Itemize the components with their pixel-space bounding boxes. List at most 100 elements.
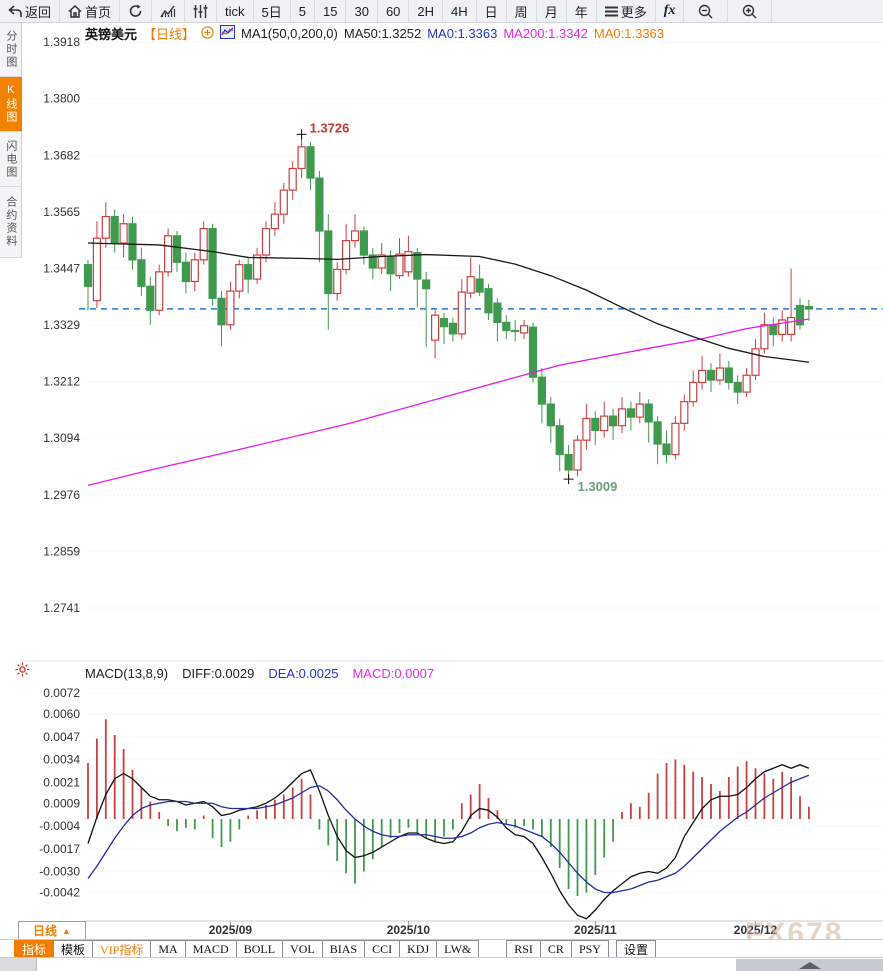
dea-value: DEA:0.0025	[268, 666, 339, 681]
expand-arrow-icon	[798, 961, 821, 969]
macd-panel	[87, 719, 810, 920]
candle	[333, 268, 342, 295]
macd-axis-label: 0.0009	[43, 796, 80, 810]
tab-PSY[interactable]: PSY	[570, 940, 609, 958]
toolbar-spacer	[772, 0, 883, 22]
period-button-2H[interactable]: 2H	[409, 0, 444, 22]
period-button-月[interactable]: 月	[537, 0, 567, 22]
date-axis-label: 2025/10	[387, 923, 431, 937]
period-button-60[interactable]: 60	[378, 0, 410, 22]
candle	[181, 261, 190, 283]
candle	[377, 254, 386, 269]
candle	[626, 408, 636, 418]
price-axis-label: 1.2976	[43, 488, 80, 502]
back-label: 返回	[25, 4, 52, 20]
date-axis-label: 2025/12	[734, 923, 778, 937]
candle	[235, 264, 244, 292]
macd-axis-label: 0.0047	[43, 730, 80, 744]
sidebar-item-合约资料[interactable]: 合约资料	[0, 187, 22, 258]
sidebar-item-K线图[interactable]: K线图	[0, 77, 22, 132]
candle	[253, 254, 262, 280]
tab-模板[interactable]: 模板	[53, 940, 94, 958]
period-button-15[interactable]: 15	[315, 0, 347, 22]
candle	[546, 403, 555, 427]
price-axis-label: 1.2741	[43, 601, 80, 615]
macd-panel-header: MACD(13,8,9) DIFF:0.0029 DEA:0.0025 MACD…	[85, 666, 434, 681]
candle	[751, 348, 760, 376]
tab-BOLL[interactable]: BOLL	[235, 940, 284, 958]
price-axis-label: 1.3800	[43, 92, 80, 106]
candle	[110, 215, 119, 244]
tab-CR[interactable]: CR	[539, 940, 572, 958]
indicator-settings-icon[interactable]	[15, 662, 30, 682]
candle	[350, 230, 360, 242]
candle	[662, 443, 671, 456]
line-chart-button[interactable]	[152, 0, 186, 22]
tab-MA[interactable]: MA	[150, 940, 186, 958]
macd-axis-label: 0.0034	[43, 753, 80, 767]
period-button-5[interactable]: 5	[291, 0, 315, 22]
candle	[261, 227, 271, 256]
candle	[128, 223, 137, 261]
candle	[635, 403, 644, 418]
tab-LW&[interactable]: LW&	[436, 940, 480, 958]
ma200-line	[87, 318, 809, 487]
tab-设置[interactable]: 设置	[615, 940, 656, 958]
tab-BIAS[interactable]: BIAS	[321, 940, 366, 958]
price-axis-label: 1.2859	[43, 544, 80, 558]
macd-axis-label: 0.0072	[43, 686, 80, 700]
candle	[457, 291, 466, 335]
zoom-out-button[interactable]	[684, 0, 729, 22]
tick-period-button[interactable]: tick	[217, 0, 254, 22]
candle	[92, 237, 102, 302]
price-axis-label: 1.3565	[43, 205, 80, 219]
period-button-日[interactable]: 日	[477, 0, 507, 22]
candle	[137, 259, 146, 287]
price-panel: 1.3726 1.3009	[79, 120, 883, 494]
period-button-周[interactable]: 周	[507, 0, 537, 22]
candle	[760, 324, 769, 350]
candle	[689, 381, 698, 403]
tab-VOL[interactable]: VOL	[282, 940, 323, 958]
candle	[715, 367, 725, 381]
tab-KDJ[interactable]: KDJ	[399, 940, 438, 958]
sidebar-item-闪电图[interactable]: 闪电图	[0, 132, 22, 187]
candles-icon	[193, 4, 208, 18]
tab-VIP指标[interactable]: VIP指标	[92, 940, 152, 958]
candlestick-button[interactable]	[185, 0, 218, 22]
panel-expand-handle[interactable]	[736, 959, 883, 971]
add-indicator-icon[interactable]	[201, 25, 214, 42]
candle	[769, 324, 778, 335]
period-button-30[interactable]: 30	[346, 0, 378, 22]
home-icon	[68, 4, 82, 18]
ma-chart-icon[interactable]	[220, 25, 236, 42]
tab-MACD[interactable]: MACD	[184, 940, 237, 958]
home-button[interactable]: 首页	[60, 0, 121, 22]
macd-axis-label: 0.0021	[43, 775, 80, 789]
zoom-in-button[interactable]	[728, 0, 773, 22]
indicator-fx-button[interactable]: fx	[656, 0, 685, 22]
candle	[778, 319, 787, 335]
more-button[interactable]: 更多	[597, 0, 656, 22]
period-button-年[interactable]: 年	[567, 0, 597, 22]
macd-axis-label: 0.0060	[43, 707, 80, 721]
refresh-icon	[128, 4, 143, 18]
timeframe-dropdown-button[interactable]: 日线 ▲	[18, 921, 86, 940]
back-button[interactable]: 返回	[0, 0, 61, 22]
candle	[270, 213, 279, 230]
refresh-button[interactable]	[120, 0, 153, 22]
macd-settings-label: MACD(13,8,9)	[85, 666, 169, 681]
tab-CCI[interactable]: CCI	[364, 940, 401, 958]
ma50-value: MA50:1.3252	[343, 26, 422, 41]
candle	[297, 146, 306, 170]
period-button-4H[interactable]: 4H	[443, 0, 477, 22]
tab-指标[interactable]: 指标	[14, 940, 55, 958]
sidebar-item-分时图[interactable]: 分时图	[0, 22, 22, 77]
period-button-5日[interactable]: 5日	[254, 0, 291, 22]
candle	[279, 189, 288, 215]
triangle-up-icon: ▲	[62, 925, 71, 936]
candle	[226, 290, 235, 326]
tab-RSI[interactable]: RSI	[506, 940, 541, 958]
